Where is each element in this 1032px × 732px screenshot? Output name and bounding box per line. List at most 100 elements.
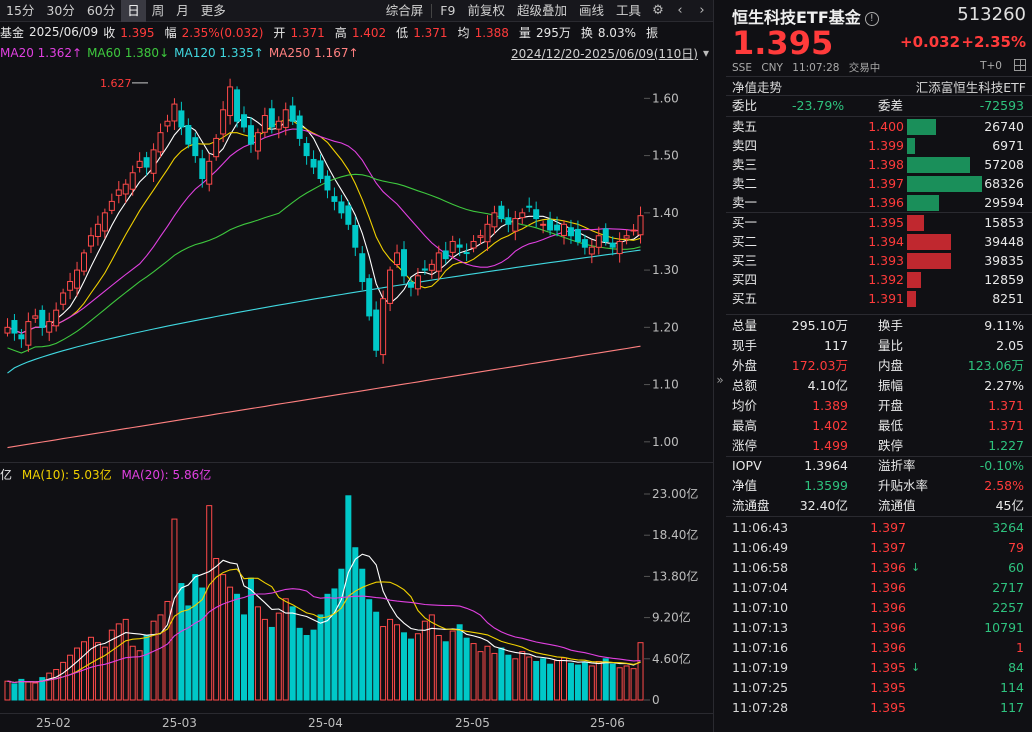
volume-bar xyxy=(303,635,310,701)
fund-code: 513260 xyxy=(957,4,1026,25)
price-axis-label: 1.20 xyxy=(652,320,679,334)
stat-label: 量比 xyxy=(878,338,904,353)
tick-time: 11:06:43 xyxy=(732,520,789,535)
candle-body xyxy=(46,321,53,333)
quote-time: 11:07:28 xyxy=(792,62,840,74)
volume-bar xyxy=(477,651,484,701)
low-label: 低 xyxy=(396,25,409,40)
ask-level-row[interactable]: 卖三 1.398 57208 xyxy=(726,155,1032,174)
fund-company: 汇添富恒生科技ETF xyxy=(915,79,1026,95)
volume-ma10-line xyxy=(7,568,641,684)
dropdown-icon[interactable]: ▾ xyxy=(702,46,709,60)
f9-button[interactable]: F9 xyxy=(440,2,456,18)
price-axis-label: 1.60 xyxy=(652,91,679,105)
period-more-button[interactable]: 更多 xyxy=(200,2,226,18)
candle-body xyxy=(338,201,345,214)
x-tick-label: 25-04 xyxy=(308,716,343,730)
info-icon[interactable]: ! xyxy=(864,12,879,26)
bid-level-row[interactable]: 买一 1.395 15853 xyxy=(726,213,1032,232)
candle-body xyxy=(241,114,247,128)
forward-adjust-button[interactable]: 前复权 xyxy=(467,2,505,18)
ask-level-row[interactable]: 卖一 1.396 29594 xyxy=(726,193,1032,212)
volume-bar xyxy=(380,626,387,701)
max-price-marker: 1.627 xyxy=(100,77,132,90)
volume-bar xyxy=(338,568,345,701)
ask-level-volume: 29594 xyxy=(984,195,1024,210)
date-range-selector[interactable]: 2024/12/20-2025/06/09(110日) xyxy=(511,46,698,61)
candle-body xyxy=(595,235,602,248)
ask-level-row[interactable]: 卖五 1.400 26740 xyxy=(726,117,1032,136)
volume-chart[interactable]: 23.00亿 18.40亿 13.80亿 9.20亿 4.60亿 0 xyxy=(0,484,713,714)
bid-depth-bar xyxy=(907,234,951,250)
candle-body xyxy=(227,86,234,117)
candle-body xyxy=(567,227,574,237)
chevron-right-icon[interactable]: › xyxy=(699,2,705,18)
toolbar-divider xyxy=(431,3,433,18)
candle-body xyxy=(296,115,303,139)
bid-level-row[interactable]: 买二 1.394 39448 xyxy=(726,232,1032,251)
overlay-button[interactable]: 超级叠加 xyxy=(516,2,567,18)
candle-body xyxy=(136,160,143,168)
tick-row: 11:07:13 1.396 10791 xyxy=(726,618,1032,637)
overview-button[interactable]: 综合屏 xyxy=(385,2,424,18)
period-day-button[interactable]: 日 xyxy=(121,0,146,22)
tools-button[interactable]: 工具 xyxy=(615,2,641,18)
x-tick-label: 25-02 xyxy=(36,716,71,730)
volume-bar xyxy=(317,614,324,701)
collapse-panel-icon[interactable]: » xyxy=(716,373,724,387)
period-week-button[interactable]: 周 xyxy=(151,2,165,18)
high-label: 高 xyxy=(334,25,347,40)
bid-level-row[interactable]: 买四 1.392 12859 xyxy=(726,270,1032,289)
candle-body xyxy=(81,252,87,272)
ask-level-row[interactable]: 卖四 1.399 6971 xyxy=(726,136,1032,155)
tick-price: 1.396 xyxy=(870,600,906,615)
candle-body xyxy=(289,105,296,122)
tick-time: 11:07:25 xyxy=(732,680,789,695)
period-15m-button[interactable]: 15分 xyxy=(6,2,35,18)
tick-row: 11:07:04 1.396 2717 xyxy=(726,578,1032,597)
volume-bar xyxy=(101,646,108,701)
ask-depth-bar xyxy=(907,195,940,211)
stat-row: 流通盘 32.40亿 流通值 45亿 xyxy=(726,496,1032,515)
ask-level-row[interactable]: 卖二 1.397 68326 xyxy=(726,174,1032,193)
draw-line-button[interactable]: 画线 xyxy=(578,2,604,18)
bid-level-row[interactable]: 买五 1.391 8251 xyxy=(726,289,1032,308)
candle-body xyxy=(164,120,171,127)
bid-level-volume: 12859 xyxy=(984,272,1024,287)
volume-bar xyxy=(122,618,129,701)
volume-bar xyxy=(331,588,338,701)
bid-level-row[interactable]: 买三 1.393 39835 xyxy=(726,251,1032,270)
layout-grid-icon[interactable] xyxy=(1014,59,1026,71)
candle-body xyxy=(199,158,206,179)
separator xyxy=(726,212,1032,213)
nav-trend-tab[interactable]: 净值走势 xyxy=(732,79,783,95)
tick-price: 1.395 xyxy=(870,660,906,675)
settings-gear-icon[interactable]: ⚙ xyxy=(652,2,664,18)
volume-bar xyxy=(540,658,547,701)
down-arrow-icon: ↓ xyxy=(911,561,921,574)
candle-body xyxy=(60,292,67,305)
change-label: 幅 xyxy=(164,25,177,40)
volume-bar xyxy=(491,652,498,701)
tick-row: 11:06:58 1.396 ↓ 60 xyxy=(726,558,1032,577)
chevron-left-icon[interactable]: ‹ xyxy=(677,2,683,18)
price-axis-label: 1.40 xyxy=(652,206,679,220)
volume-bar xyxy=(533,660,540,701)
fund-name-header: 恒生科技ETF基金! xyxy=(732,4,879,28)
quote-info-bar: 基金 2025/06/09 收 1.395 幅 2.35%(0.032) 开 1.37… xyxy=(0,22,713,42)
volume-bar xyxy=(359,568,366,701)
period-60m-button[interactable]: 60分 xyxy=(86,2,116,18)
candle-body xyxy=(192,137,199,157)
separator xyxy=(726,456,1032,457)
bid-level-price: 1.395 xyxy=(868,215,904,230)
stat-value: 1.389 xyxy=(812,398,848,413)
candlestick-chart[interactable]: 1.60 1.50 1.40 1.30 1.20 1.10 1.00 1.627 xyxy=(0,64,713,459)
tick-price: 1.396 xyxy=(870,620,906,635)
volume-bar xyxy=(46,672,53,701)
period-30m-button[interactable]: 30分 xyxy=(46,2,75,18)
candle-body xyxy=(220,109,227,135)
period-month-button[interactable]: 月 xyxy=(176,2,189,18)
candle-body xyxy=(18,334,25,340)
stat-label: 总额 xyxy=(732,378,758,393)
volume-bar xyxy=(67,654,74,701)
